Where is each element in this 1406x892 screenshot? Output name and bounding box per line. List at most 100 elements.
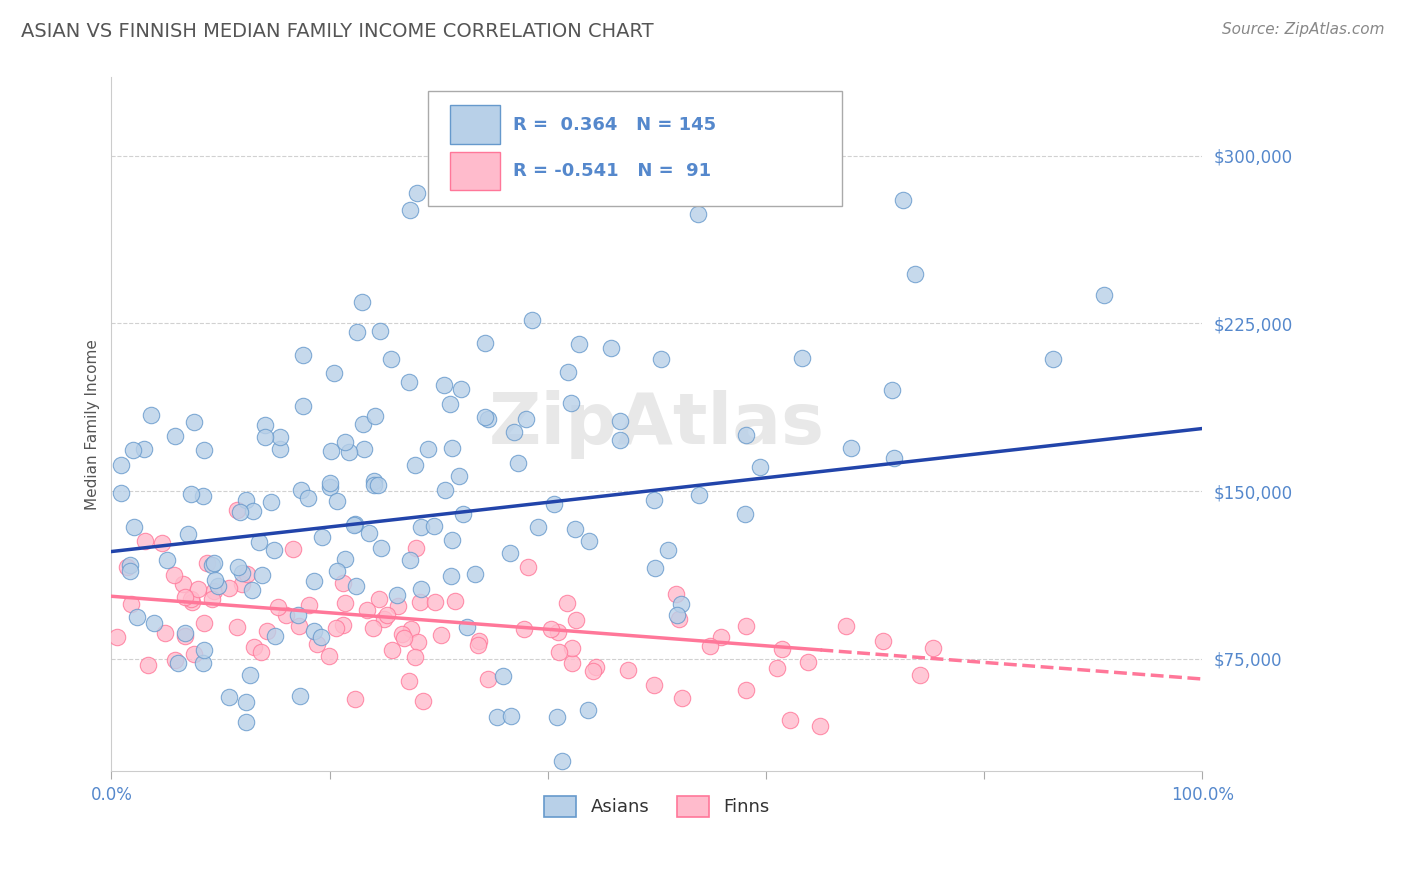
Point (287, 608, 309, 623)
Point (304, 574, 326, 589)
Point (274, 607, 297, 622)
Point (122, 442, 145, 457)
Point (110, 485, 132, 500)
Point (122, 520, 145, 534)
Point (492, 669, 515, 683)
Point (120, 564, 142, 578)
Point (835, 619, 858, 633)
Point (163, 567, 186, 582)
Point (617, 663, 640, 677)
Point (564, 522, 586, 536)
Point (218, 581, 240, 595)
Point (665, 587, 688, 601)
Point (405, 541, 427, 555)
Point (187, 582, 209, 596)
Text: Source: ZipAtlas.com: Source: ZipAtlas.com (1222, 22, 1385, 37)
Point (370, 541, 392, 556)
Point (238, 668, 260, 682)
Point (202, 583, 225, 598)
Point (765, 660, 787, 674)
Point (440, 569, 463, 583)
Point (332, 576, 354, 591)
Point (423, 518, 446, 533)
Point (543, 497, 565, 511)
Point (1092, 288, 1115, 302)
Point (464, 566, 486, 581)
Point (404, 458, 426, 473)
Point (193, 443, 215, 458)
Point (356, 603, 378, 617)
Point (440, 442, 463, 456)
Point (430, 627, 453, 641)
Point (671, 691, 693, 706)
Point (547, 645, 569, 659)
Point (263, 542, 285, 557)
Point (181, 595, 204, 609)
FancyBboxPatch shape (450, 152, 499, 190)
Point (839, 441, 862, 455)
Point (650, 351, 672, 366)
Text: R =  0.364   N = 145: R = 0.364 N = 145 (513, 116, 716, 134)
Point (477, 672, 499, 686)
Point (250, 568, 273, 582)
Point (281, 541, 304, 556)
Point (657, 543, 679, 558)
Point (502, 425, 524, 439)
Point (385, 589, 408, 603)
Point (332, 617, 354, 632)
Point (134, 534, 156, 549)
Point (174, 626, 197, 640)
Point (735, 427, 758, 442)
Point (236, 567, 259, 582)
Point (242, 583, 264, 598)
Point (456, 620, 478, 634)
Point (120, 597, 142, 611)
Point (247, 535, 270, 549)
Point (180, 487, 202, 501)
Point (506, 456, 529, 470)
Point (748, 460, 770, 475)
Point (136, 657, 159, 672)
Point (120, 558, 142, 572)
Point (416, 442, 439, 456)
Point (352, 417, 374, 431)
Point (644, 561, 666, 575)
Point (363, 409, 385, 424)
Point (197, 556, 219, 570)
Point (443, 594, 465, 608)
Point (561, 656, 583, 670)
Point (779, 713, 801, 727)
Point (399, 202, 422, 217)
Point (686, 207, 709, 221)
Point (235, 695, 257, 709)
Point (668, 612, 690, 626)
Legend: Asians, Finns: Asians, Finns (537, 789, 778, 824)
Point (576, 703, 599, 717)
Point (229, 505, 252, 519)
Point (412, 694, 434, 708)
Point (734, 508, 756, 522)
Point (344, 691, 367, 706)
Point (499, 546, 522, 560)
Point (288, 619, 311, 633)
Point (609, 414, 631, 428)
Point (474, 409, 496, 424)
Point (793, 143, 815, 157)
Point (669, 597, 692, 611)
Point (264, 629, 287, 643)
Point (333, 552, 356, 566)
Point (363, 475, 385, 489)
Point (142, 616, 165, 631)
Point (423, 595, 446, 609)
Point (353, 442, 375, 456)
Point (468, 633, 491, 648)
Point (439, 397, 461, 411)
Point (125, 609, 148, 624)
Point (155, 626, 177, 640)
Point (585, 660, 607, 674)
Point (231, 566, 253, 580)
Point (381, 642, 404, 657)
Point (643, 678, 665, 692)
Point (204, 574, 226, 588)
Point (710, 630, 733, 644)
